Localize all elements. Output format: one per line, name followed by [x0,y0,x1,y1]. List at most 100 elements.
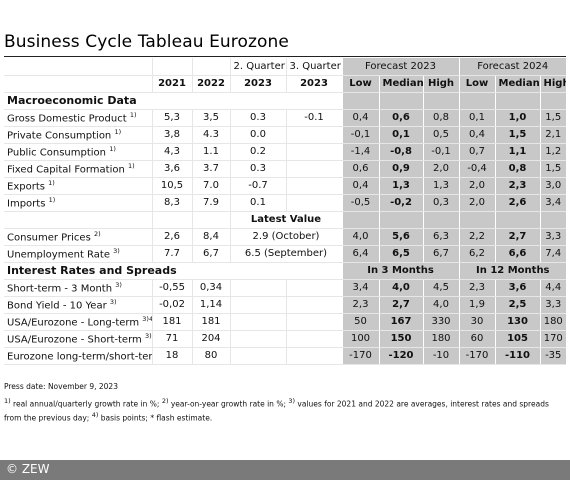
forecast-12-months: 30 [458,313,495,331]
value-2022: 8,4 [191,228,230,246]
section-rates: Interest Rates and Spreads In 3 Months In … [4,262,567,280]
row-label: USA/Eurozone - Long-term [7,317,140,329]
value-2021: 4,3 [151,143,192,161]
blank [422,92,459,110]
forecast-2024: 1,1 [494,143,540,161]
row-label: Bond Yield - 10 Year [7,300,107,312]
forecast-3-months: -170 [341,347,379,365]
forecast-2023: -1,4 [341,143,379,161]
forecast-12-months: -170 [458,347,495,365]
page-title: Business Cycle Tableau Eurozone [4,32,289,52]
header-row-1: 2. Quarter 3. Quarter Forecast 2023 Forecas… [4,58,567,76]
forecast-3-months: 100 [341,330,379,348]
value-2022: 181 [191,313,230,331]
forecast-2024: 2,0 [458,177,495,195]
forecast-2024: 2,7 [494,228,540,246]
forecast-12-months: -35 [539,347,567,365]
header-forecast-2024: Forecast 2024 [458,58,567,76]
blank [229,313,286,331]
value-2022: 80 [191,347,230,365]
value-2022: 3.7 [191,160,230,178]
horizon-12-months: In 12 Months [458,262,567,280]
header-blank [151,58,192,76]
blank [539,92,567,110]
row-label-cell: Eurozone long-term/short-term [4,347,152,365]
table-row: Imports 1) 8,3 7.9 0.1 -0,5 -0,2 0,3 2,0 2,6 3,4 [4,194,567,212]
footnote-ref: 3) [109,297,117,306]
value-2021: 3,6 [151,160,192,178]
value-2022: 204 [191,330,230,348]
row-label-cell: USA/Eurozone - Short-term 3)4) [4,330,152,348]
forecast-2023: 0,9 [378,160,423,178]
footnotes: 1) real annual/quarterly growth rate in … [4,397,549,422]
row-label-cell: Unemployment Rate 3) [4,245,152,263]
value-q3 [285,177,342,195]
value-2022: 6,7 [191,245,230,263]
value-2022: 7.0 [191,177,230,195]
press-date: Press date: November 9, 2023 [4,382,118,391]
value-2022: 7.9 [191,194,230,212]
value-q3 [285,126,342,144]
row-label: Consumer Prices [7,232,91,244]
forecast-3-months: 330 [422,313,459,331]
table-row: Eurozone long-term/short-term 18 80 -170 -1… [4,347,567,365]
footnote-ref: 3) [113,246,120,255]
row-label: Fixed Capital Formation [7,164,125,176]
header-forecast-2023: Forecast 2023 [341,58,459,76]
forecast-12-months: 105 [494,330,540,348]
table-row: Short-term - 3 Month 3) -0,55 0,34 3,4 4,0 4,… [4,279,567,297]
value-q3 [285,143,342,161]
row-label: Imports [7,198,46,210]
table-row: Gross Domestic Product 1) 5,3 3,5 0.3 -0.1 0,… [4,109,567,127]
forecast-12-months: 60 [458,330,495,348]
value-2022: 4.3 [191,126,230,144]
value-2021: 8,3 [151,194,192,212]
row-label-cell: Exports 1) [4,177,152,195]
forecast-2024: 2,2 [458,228,495,246]
forecast-3-months: -120 [378,347,423,365]
row-label-cell: Bond Yield - 10 Year 3) [4,296,152,314]
forecast-2024: 1,5 [539,160,567,178]
table-row: Exports 1) 10,5 7.0 -0.7 0,4 1,3 1,3 2,0 2,3 3,0 [4,177,567,195]
value-2021: -0,02 [151,296,192,314]
value-q2: 0.3 [229,109,286,127]
forecast-3-months: 4,0 [422,296,459,314]
copyright-bar: © ZEW [0,460,570,480]
forecast-2023: 0,6 [341,160,379,178]
blank [494,211,540,229]
header-blank [4,58,152,76]
value-2021: -0,55 [151,279,192,297]
forecast-2024: 2,3 [494,177,540,195]
forecast-3-months: -10 [422,347,459,365]
header-low: Low [458,75,495,93]
forecast-2023: -0,5 [341,194,379,212]
forecast-2024: 2,6 [494,194,540,212]
blank [539,211,567,229]
section-macro: Macroeconomic Data [4,92,567,110]
forecast-2023: -0,2 [378,194,423,212]
row-label-cell: Fixed Capital Formation 1) [4,160,152,178]
header-median: Median [378,75,423,93]
row-label: Private Consumption [7,130,112,142]
table-row: Consumer Prices 2) 2,6 8,4 2.9 (October) 4,0… [4,228,567,246]
footnote-ref: 1) [48,178,55,187]
forecast-3-months: 2,7 [378,296,423,314]
blank [422,211,459,229]
forecast-2024: 1,0 [494,109,540,127]
section-rates-label: Interest Rates and Spreads [4,262,342,280]
blank [151,211,192,229]
value-2021: 181 [151,313,192,331]
forecast-2023: 2,0 [422,160,459,178]
forecast-2023: 5,6 [378,228,423,246]
blank [191,211,230,229]
forecast-2023: 6,3 [422,228,459,246]
forecast-2023: 0,1 [378,126,423,144]
forecast-12-months: 1,9 [458,296,495,314]
header-year: 2023 [229,75,286,93]
value-q3 [285,194,342,212]
forecast-2023: 0,4 [341,177,379,195]
footnote-ref: 3)4) [144,331,152,340]
value-2021: 10,5 [151,177,192,195]
forecast-2024: 0,1 [458,109,495,127]
value-2021: 18 [151,347,192,365]
